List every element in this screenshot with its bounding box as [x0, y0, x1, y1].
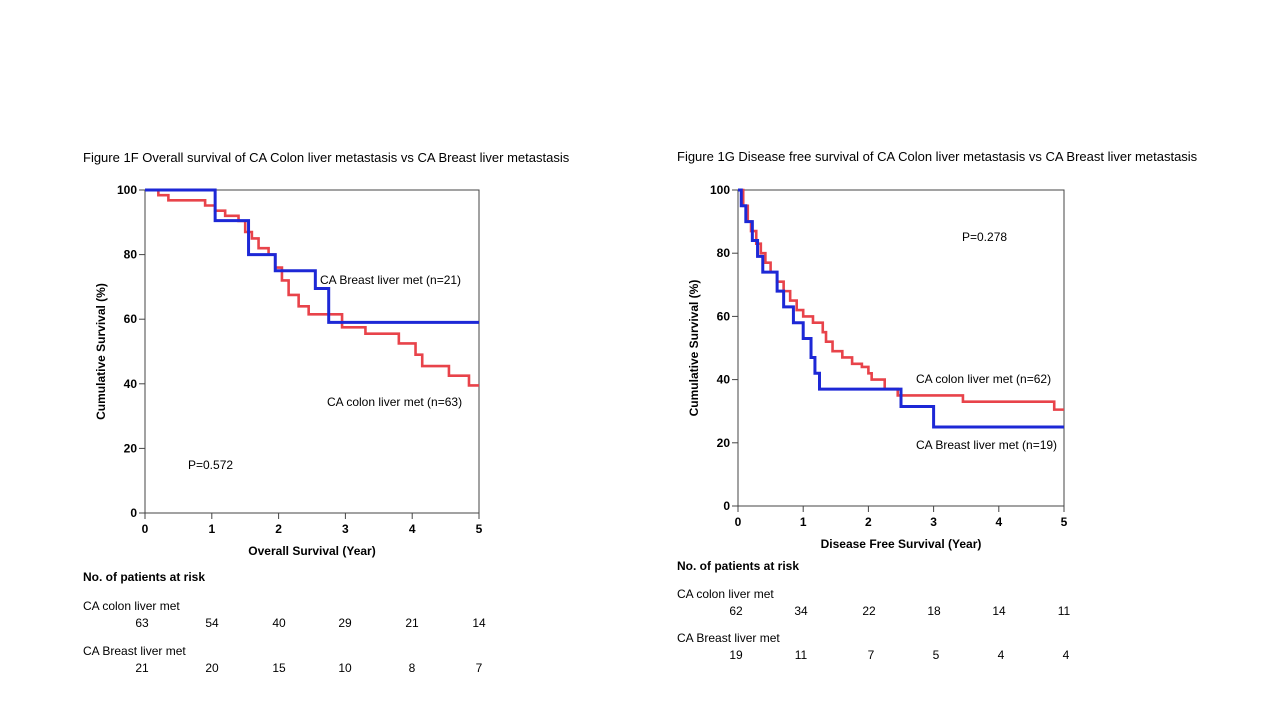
- figure-1g-risk-label-colon: CA colon liver met: [677, 587, 774, 601]
- figure-1g-panel: Figure 1G Disease free survival of CA Co…: [640, 0, 1280, 720]
- y-tick-label: 40: [124, 377, 138, 391]
- risk-count: 5: [932, 648, 940, 662]
- figure-1f-risk-heading: No. of patients at risk: [83, 570, 206, 584]
- x-tick-label: 1: [208, 522, 215, 536]
- risk-count: 8: [408, 661, 416, 675]
- x-tick-label: 0: [142, 522, 149, 536]
- series-label-breast: CA Breast liver met (n=21): [320, 273, 461, 287]
- x-tick-label: 2: [275, 522, 282, 536]
- risk-count: 4: [1062, 648, 1070, 662]
- risk-count: 18: [927, 604, 941, 618]
- risk-count: 11: [1057, 604, 1071, 618]
- figure-1g-risk-label-breast: CA Breast liver met: [677, 631, 780, 645]
- risk-count: 15: [272, 661, 286, 675]
- series-label-colon: CA colon liver met (n=62): [916, 372, 1051, 386]
- plot-frame: [144, 189, 480, 514]
- risk-count: 11: [794, 648, 808, 662]
- figure-1f-plot: 0 20 40 60 80 100 0 1 2 3 4 5 Overall Survival (Year…: [94, 183, 483, 558]
- risk-count: 40: [272, 616, 286, 630]
- y-tick-label: 0: [723, 499, 730, 513]
- series-label-breast: CA Breast liver met (n=19): [916, 438, 1057, 452]
- risk-count: 14: [992, 604, 1006, 618]
- figure-1f-panel: Figure 1F Overall survival of CA Colon l…: [83, 150, 570, 675]
- risk-count: 62: [729, 604, 743, 618]
- y-tick-label: 60: [124, 312, 138, 326]
- x-tick-label: 4: [995, 515, 1002, 529]
- x-tick-label: 5: [1061, 515, 1068, 529]
- risk-count: 14: [472, 616, 486, 630]
- figure-1g-plot: 0 20 40 60 80 100 0 1 2 3 4 5 Disease Free Survival …: [687, 183, 1068, 551]
- figure-1f-risk-label-breast: CA Breast liver met: [83, 644, 186, 658]
- series-line-colon: [738, 188, 1064, 411]
- x-tick-label: 3: [930, 515, 937, 529]
- y-tick-label: 60: [717, 309, 731, 323]
- risk-count: 10: [338, 661, 352, 675]
- risk-count: 7: [867, 648, 875, 662]
- risk-count: 29: [338, 616, 352, 630]
- series-line-breast: [738, 188, 1064, 429]
- risk-count: 19: [729, 648, 743, 662]
- series-line-breast: [145, 188, 479, 324]
- x-tick-label: 2: [865, 515, 872, 529]
- risk-count: 21: [405, 616, 419, 630]
- y-tick-label: 80: [717, 246, 731, 260]
- series-line-colon: [145, 188, 479, 387]
- figure-1g-risk-heading: No. of patients at risk: [677, 559, 800, 573]
- y-tick-label: 80: [124, 248, 138, 262]
- risk-count: 7: [475, 661, 483, 675]
- y-tick-label: 100: [117, 183, 137, 197]
- y-tick-label: 0: [130, 506, 137, 520]
- x-tick-label: 5: [476, 522, 483, 536]
- x-tick-label: 3: [342, 522, 349, 536]
- plot-frame: [737, 189, 1065, 507]
- y-tick-label: 100: [710, 183, 730, 197]
- p-value-label: P=0.572: [188, 458, 233, 472]
- figure-1g-title: Figure 1G Disease free survival of CA Co…: [677, 149, 1198, 164]
- y-tick-label: 20: [717, 436, 731, 450]
- y-tick-label: 20: [124, 441, 138, 455]
- risk-count: 22: [862, 604, 876, 618]
- risk-count: 34: [794, 604, 808, 618]
- y-axis-title: Cumulative Survival (%): [687, 280, 701, 417]
- x-tick-label: 0: [735, 515, 742, 529]
- risk-count: 54: [205, 616, 219, 630]
- figure-1f-title: Figure 1F Overall survival of CA Colon l…: [83, 150, 570, 165]
- x-tick-label: 4: [409, 522, 416, 536]
- risk-count: 4: [997, 648, 1005, 662]
- x-tick-label: 1: [800, 515, 807, 529]
- y-axis-title: Cumulative Survival (%): [94, 283, 108, 420]
- x-axis-title: Disease Free Survival (Year): [821, 537, 982, 551]
- risk-count: 63: [135, 616, 149, 630]
- risk-count: 21: [135, 661, 149, 675]
- series-label-colon: CA colon liver met (n=63): [327, 395, 462, 409]
- p-value-label: P=0.278: [962, 230, 1007, 244]
- y-tick-label: 40: [717, 373, 731, 387]
- figure-1f-risk-label-colon: CA colon liver met: [83, 599, 180, 613]
- x-axis-title: Overall Survival (Year): [248, 544, 375, 558]
- risk-count: 20: [205, 661, 219, 675]
